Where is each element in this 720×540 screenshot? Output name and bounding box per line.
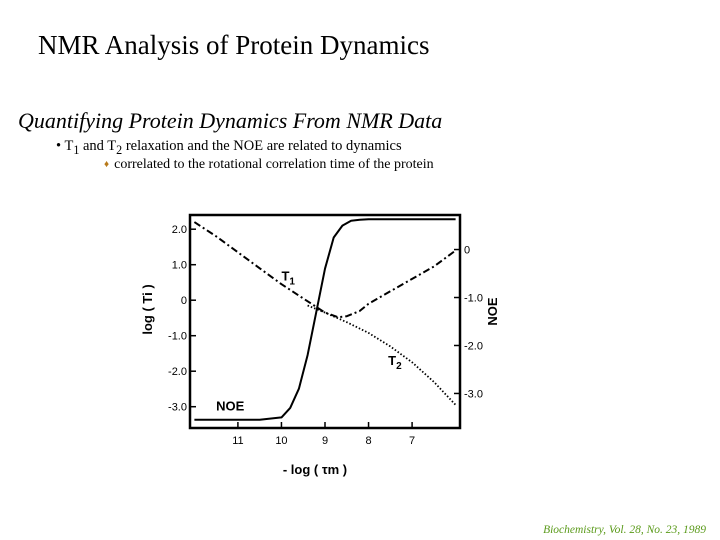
x-tick-label: 7 [409,435,415,447]
series-label-t1: T1 [281,269,295,288]
y-right-tick-label: 0 [464,245,470,257]
bullet-relaxation-sub2: 2 [116,142,123,157]
bullet-relaxation-sub1: 1 [73,142,80,157]
y-left-tick-label: -2.0 [168,366,187,378]
bullet-correlation: ♦ correlated to the rotational correlatio… [104,157,434,173]
y-left-tick-label: 1.0 [172,260,187,272]
y-left-tick-label: 2.0 [172,224,187,236]
bullet-correlation-text: correlated to the rotational correlation… [114,157,434,172]
slide-title: NMR Analysis of Protein Dynamics [38,30,430,60]
y-right-tick-label: -1.0 [464,293,483,305]
bullet-relaxation-suffix: relaxation and the NOE are related to dy… [122,138,402,154]
y-right-tick-label: -3.0 [464,388,483,400]
y-left-tick-label: -1.0 [168,331,187,343]
x-tick-label: 11 [232,435,243,447]
y-left-axis-label: log ( Ti ) [140,284,155,334]
series-t1-line [193,221,457,319]
x-axis-label: - log ( τm ) [283,462,347,477]
slide-subtitle: Quantifying Protein Dynamics From NMR Da… [18,108,443,133]
bullet-relaxation: • T1 and T2 relaxation and the NOE are r… [56,138,402,157]
series-label-noe: NOE [216,398,245,413]
plot-frame [188,213,462,430]
y-right-axis-label: NOE [485,297,500,326]
diamond-bullet-icon: ♦ [104,159,110,170]
x-tick-label: 9 [322,435,328,447]
series-t2-line [307,304,457,406]
y-left-tick-label: -3.0 [168,402,187,414]
series-label-t2: T2 [388,353,402,372]
y-left-tick-label: 0 [181,295,187,307]
citation: Biochemistry, Vol. 28, No. 23, 1989 [543,524,706,536]
series-noe-line [194,218,456,421]
x-tick-label: 10 [275,435,287,447]
y-right-tick-label: -2.0 [464,340,483,352]
bullet-relaxation-mid: and T [79,138,117,154]
x-tick-label: 8 [365,435,371,447]
bullet-relaxation-prefix: T [64,138,74,154]
